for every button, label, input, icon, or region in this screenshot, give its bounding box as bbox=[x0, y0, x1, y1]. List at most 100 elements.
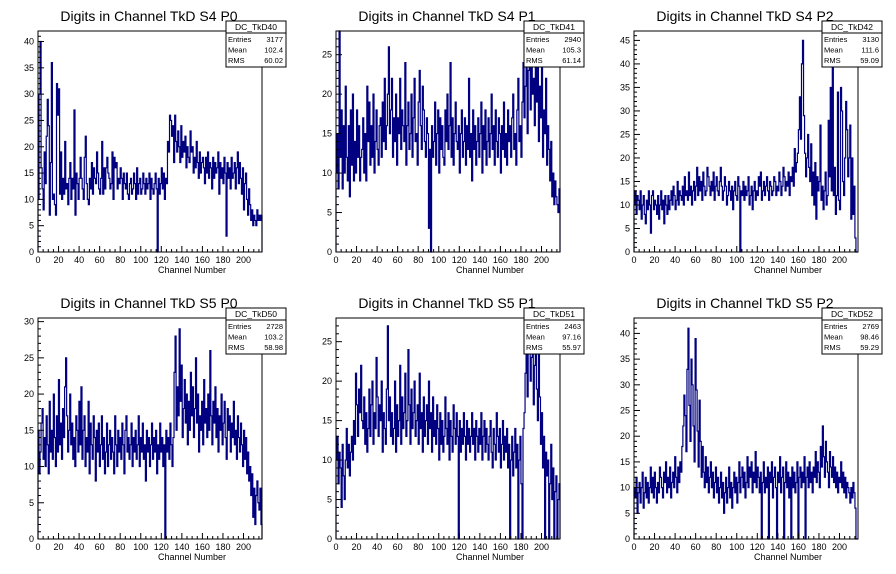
x-tick-label: 200 bbox=[534, 542, 549, 552]
plot-frame bbox=[633, 30, 859, 253]
stats-value: 58.98 bbox=[264, 343, 283, 352]
chart-title: Digits in Channel TkD S5 P1 bbox=[358, 295, 535, 311]
y-tick-label: 20 bbox=[24, 389, 34, 399]
stats-value: 60.02 bbox=[264, 56, 283, 65]
histogram-panel: Digits in Channel TkD S4 P0 0 20 40 60 80 100 1… bbox=[0, 0, 298, 287]
stats-value: 103.2 bbox=[264, 333, 283, 342]
stats-box: DC_TkD52 Entries 2769 Mean 98.46 RMS 59.29 bbox=[821, 307, 883, 355]
x-axis-label: Channel Number bbox=[456, 552, 524, 562]
histogram-series bbox=[37, 40, 263, 253]
histogram-series bbox=[633, 327, 858, 540]
stats-key: Entries bbox=[526, 322, 550, 331]
x-tick-label: 160 bbox=[791, 542, 806, 552]
histogram-svg: Digits in Channel TkD S5 P20 20 40 60 80 100 1… bbox=[620, 295, 883, 562]
y-tick-label: 30 bbox=[620, 106, 630, 116]
stats-value: 98.46 bbox=[860, 333, 879, 342]
y-tick-label: 0 bbox=[327, 247, 332, 257]
x-tick-label: 120 bbox=[452, 542, 467, 552]
y-tick-label: 25 bbox=[24, 115, 34, 125]
x-tick-label: 40 bbox=[670, 255, 680, 265]
y-tick-label: 20 bbox=[620, 431, 630, 441]
x-tick-label: 20 bbox=[352, 542, 362, 552]
x-tick-label: 180 bbox=[811, 542, 826, 552]
y-tick-label: 15 bbox=[322, 129, 332, 139]
stats-key: RMS bbox=[824, 343, 841, 352]
histogram-series bbox=[37, 328, 263, 540]
x-tick-label: 0 bbox=[631, 542, 636, 552]
stats-name: DC_TkD50 bbox=[235, 309, 277, 319]
y-tick-label: 25 bbox=[620, 406, 630, 416]
x-tick-label: 200 bbox=[832, 542, 847, 552]
y-tick-label: 20 bbox=[322, 89, 332, 99]
x-tick-label: 100 bbox=[133, 542, 148, 552]
histogram-svg: Digits in Channel TkD S4 P20 20 40 60 80 100 1… bbox=[620, 8, 883, 275]
x-tick-label: 120 bbox=[750, 542, 765, 552]
stats-value: 59.29 bbox=[860, 343, 879, 352]
stats-value: 97.16 bbox=[562, 333, 581, 342]
x-tick-label: 40 bbox=[670, 542, 680, 552]
y-tick-label: 10 bbox=[24, 462, 34, 472]
x-tick-label: 60 bbox=[95, 255, 105, 265]
x-tick-label: 40 bbox=[74, 255, 84, 265]
stats-key: Entries bbox=[228, 35, 252, 44]
y-tick-label: 20 bbox=[322, 376, 332, 386]
stats-key: RMS bbox=[228, 56, 245, 65]
x-axis-label: Channel Number bbox=[754, 265, 822, 275]
chart-title: Digits in Channel TkD S5 P2 bbox=[656, 295, 833, 311]
chart-title: Digits in Channel TkD S4 P2 bbox=[656, 8, 833, 24]
x-tick-label: 20 bbox=[650, 542, 660, 552]
y-tick-label: 15 bbox=[620, 457, 630, 467]
y-tick-label: 5 bbox=[327, 495, 332, 505]
x-tick-label: 160 bbox=[791, 255, 806, 265]
x-tick-label: 60 bbox=[691, 542, 701, 552]
y-tick-label: 15 bbox=[24, 168, 34, 178]
x-tick-label: 80 bbox=[115, 255, 125, 265]
stats-name: DC_TkD40 bbox=[235, 22, 277, 32]
x-tick-label: 180 bbox=[215, 255, 230, 265]
x-tick-label: 160 bbox=[493, 255, 508, 265]
x-axis-label: Channel Number bbox=[456, 265, 524, 275]
histogram-series bbox=[335, 317, 561, 540]
y-tick-label: 40 bbox=[620, 328, 630, 338]
y-tick-label: 10 bbox=[620, 200, 630, 210]
stats-box: DC_TkD40 Entries 3177 Mean 102.4 RMS 60.02 bbox=[225, 20, 287, 68]
y-tick-label: 25 bbox=[620, 129, 630, 139]
stats-value: 102.4 bbox=[264, 46, 283, 55]
y-tick-label: 45 bbox=[620, 35, 630, 45]
stats-name: DC_TkD52 bbox=[831, 309, 873, 319]
stats-box: DC_TkD51 Entries 2463 Mean 97.16 RMS 55.97 bbox=[523, 307, 585, 355]
x-tick-label: 140 bbox=[472, 255, 487, 265]
x-tick-label: 40 bbox=[372, 255, 382, 265]
y-tick-label: 20 bbox=[620, 153, 630, 163]
x-tick-label: 0 bbox=[35, 255, 40, 265]
x-axis-label: Channel Number bbox=[158, 265, 226, 275]
x-tick-label: 100 bbox=[729, 255, 744, 265]
y-tick-label: 5 bbox=[29, 498, 34, 508]
x-tick-label: 0 bbox=[631, 255, 636, 265]
x-tick-label: 60 bbox=[393, 542, 403, 552]
x-tick-label: 80 bbox=[115, 542, 125, 552]
y-tick-label: 25 bbox=[322, 50, 332, 60]
stats-key: Mean bbox=[824, 333, 843, 342]
y-tick-label: 35 bbox=[24, 63, 34, 73]
stats-key: Mean bbox=[526, 46, 545, 55]
y-tick-label: 35 bbox=[620, 82, 630, 92]
stats-value: 2769 bbox=[862, 322, 879, 331]
chart-title: Digits in Channel TkD S4 P0 bbox=[60, 8, 237, 24]
stats-value: 3177 bbox=[266, 35, 283, 44]
stats-key: RMS bbox=[526, 343, 543, 352]
stats-value: 55.97 bbox=[562, 343, 581, 352]
y-tick-label: 0 bbox=[29, 247, 34, 257]
chart-title: Digits in Channel TkD S5 P0 bbox=[60, 295, 237, 311]
stats-key: RMS bbox=[228, 343, 245, 352]
x-tick-label: 180 bbox=[811, 255, 826, 265]
stats-value: 61.14 bbox=[562, 56, 581, 65]
y-tick-label: 30 bbox=[620, 380, 630, 390]
x-tick-label: 100 bbox=[133, 255, 148, 265]
histogram-svg: Digits in Channel TkD S5 P00 20 40 60 80 100 1… bbox=[24, 295, 287, 562]
stats-value: 2463 bbox=[564, 322, 581, 331]
y-tick-label: 15 bbox=[322, 416, 332, 426]
x-tick-label: 140 bbox=[770, 542, 785, 552]
stats-key: Entries bbox=[228, 322, 252, 331]
x-tick-label: 200 bbox=[236, 255, 251, 265]
